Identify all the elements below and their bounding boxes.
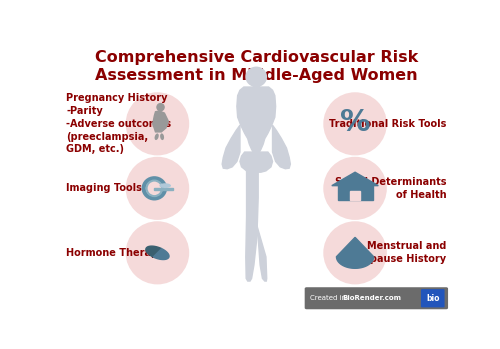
Ellipse shape [246, 67, 267, 87]
Ellipse shape [324, 92, 387, 155]
Text: Hormone Therapy: Hormone Therapy [66, 248, 165, 258]
Ellipse shape [126, 92, 189, 155]
Polygon shape [240, 152, 272, 172]
Polygon shape [338, 175, 372, 184]
Ellipse shape [126, 221, 189, 284]
FancyBboxPatch shape [304, 287, 448, 309]
Polygon shape [154, 187, 173, 191]
Polygon shape [350, 191, 360, 200]
Polygon shape [338, 184, 372, 200]
Polygon shape [253, 81, 260, 88]
Polygon shape [272, 125, 290, 169]
Text: Menstrual and
Menopause History: Menstrual and Menopause History [340, 242, 446, 264]
Polygon shape [254, 171, 266, 281]
Text: %: % [340, 108, 370, 137]
Ellipse shape [126, 157, 189, 220]
Text: BioRender.com: BioRender.com [342, 295, 402, 301]
Polygon shape [153, 248, 169, 260]
Polygon shape [332, 172, 378, 186]
Text: Imaging Tools: Imaging Tools [66, 183, 142, 193]
Ellipse shape [154, 133, 158, 140]
Text: Traditional Risk Tools: Traditional Risk Tools [329, 119, 446, 129]
Text: Pregnancy History
-Parity
-Adverse outcomes
(preeclampsia,
GDM, etc.): Pregnancy History -Parity -Adverse outco… [66, 93, 172, 155]
Text: bio: bio [426, 294, 440, 303]
Text: Comprehensive Cardiovascular Risk
Assessment in Middle-Aged Women: Comprehensive Cardiovascular Risk Assess… [94, 50, 418, 83]
Ellipse shape [160, 183, 171, 188]
Polygon shape [237, 87, 276, 152]
Ellipse shape [324, 157, 387, 220]
Ellipse shape [160, 133, 164, 140]
Polygon shape [336, 237, 374, 268]
Polygon shape [153, 111, 168, 132]
Polygon shape [246, 171, 258, 281]
Polygon shape [222, 125, 240, 169]
Text: Created in: Created in [310, 295, 349, 301]
Ellipse shape [324, 221, 387, 284]
FancyBboxPatch shape [421, 289, 444, 307]
Ellipse shape [146, 180, 162, 196]
Ellipse shape [156, 103, 165, 111]
Polygon shape [146, 246, 162, 257]
Text: Social Determinants
of Health: Social Determinants of Health [334, 177, 446, 200]
